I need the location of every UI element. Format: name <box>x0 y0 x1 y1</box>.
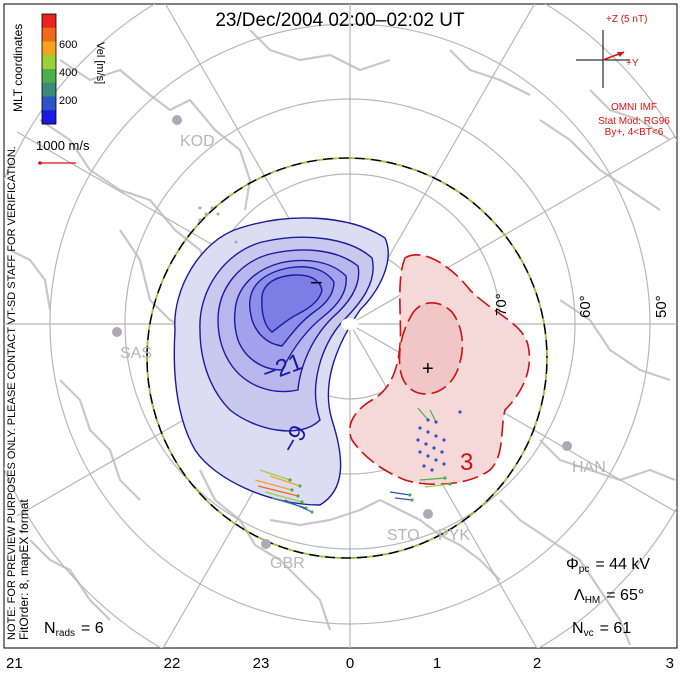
colorbar-tick-400: 400 <box>59 67 77 79</box>
radar-markers <box>112 115 572 549</box>
stat-lambda-hm: ΛHM = 65° <box>574 587 644 606</box>
station-label-sas: SAS <box>120 345 152 362</box>
contour-min-marker: − <box>310 270 323 295</box>
scale-vector-label: 1000 m/s <box>36 138 90 153</box>
positive-potential-cell <box>348 254 531 486</box>
mlt-tick-2: 2 <box>533 655 541 672</box>
colorbar-swatch <box>42 82 56 97</box>
colorbar-swatch <box>42 69 56 84</box>
negative-potential-cell <box>173 217 389 506</box>
preview-note: NOTE: FOR PREVIEW PURPOSES ONLY. PLEASE … <box>6 146 18 640</box>
colorbar-label: Vel [m/s] <box>94 42 106 84</box>
mlt-tick-22: 22 <box>164 655 181 672</box>
station-label-kod: KOD <box>180 133 215 150</box>
station-label-han: HAN <box>572 459 606 476</box>
colorbar-swatch <box>42 110 56 125</box>
colorbar-tick-200: 200 <box>59 95 77 107</box>
map-title: 23/Dec/2004 02:00–02:02 UT <box>215 10 465 31</box>
contour-max-marker: + <box>422 358 434 380</box>
colorbar-swatch <box>42 14 56 29</box>
station-label-gbr: GBR <box>270 555 305 572</box>
station-label-sto: STO <box>387 527 420 544</box>
station-label-pyk: PYK <box>438 527 470 544</box>
lat-label-60: 60° <box>577 295 594 318</box>
velocity-colorbar <box>41 13 57 125</box>
coordinate-label: MLT coordinates <box>11 24 25 112</box>
zero-notch <box>341 318 359 330</box>
scale-vector-dot <box>38 161 42 165</box>
imf-y-label: +Y <box>626 58 639 69</box>
mlt-tick-21: 21 <box>6 655 23 672</box>
imf-z-label: +Z (5 nT) <box>606 14 647 25</box>
colorbar-swatch <box>42 96 56 111</box>
stat-nvc: Nvc = 61 <box>572 620 631 639</box>
station-dots <box>198 206 238 244</box>
lat-label-70: 70° <box>493 293 510 316</box>
mlt-axis: 21 22 23 0 1 2 3 <box>6 655 674 672</box>
imf-condition: By+, 4<BT<6 <box>605 127 664 138</box>
fit-note: FitOrder: 8, mapEX format <box>17 499 31 640</box>
velocity-vectors <box>254 407 452 514</box>
vector-dots <box>416 410 462 472</box>
mlt-tick-0: 0 <box>346 655 354 672</box>
stat-phi-pc: Φpc = 44 kV <box>566 556 650 575</box>
imf-model: Stat Mod: RG96 <box>598 116 670 127</box>
imf-source: OMNI IMF <box>611 102 657 113</box>
stat-nrads: Nrads = 6 <box>44 620 104 639</box>
colorbar-tick-600: 600 <box>59 39 77 51</box>
mlt-tick-1: 1 <box>433 655 441 672</box>
colorbar-swatch <box>42 55 56 70</box>
imf-dial <box>576 30 630 88</box>
colorbar-swatch <box>42 27 56 42</box>
neg-contour-core <box>261 274 323 333</box>
hm-boundary-dash <box>146 157 548 559</box>
pos-contour-inner <box>398 302 464 395</box>
mlt-tick-23: 23 <box>253 655 270 672</box>
mlt-tick-3: 3 <box>666 655 674 672</box>
colorbar-border <box>41 13 57 125</box>
colorbar-swatch <box>42 41 56 56</box>
contour-label-pos3: 3 <box>460 449 473 476</box>
lat-label-50: 50° <box>653 295 670 318</box>
